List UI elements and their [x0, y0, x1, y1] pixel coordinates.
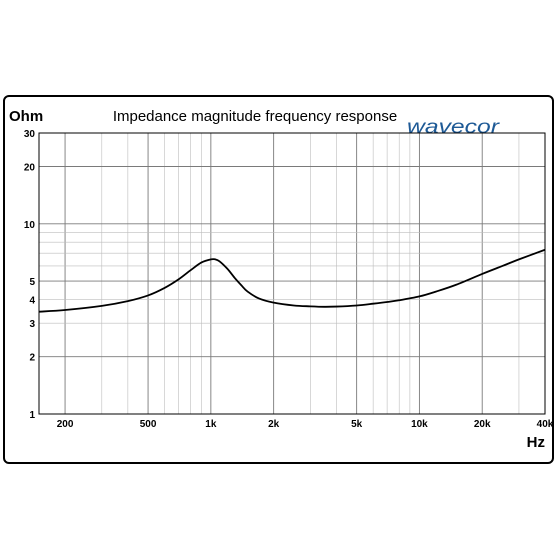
impedance-chart: Ohm Impedance magnitude frequency respon… — [9, 108, 552, 451]
y-tick-label: 10 — [24, 220, 36, 231]
x-tick-label: 200 — [57, 419, 74, 430]
y-tick-label: 30 — [24, 129, 36, 140]
impedance-series-line — [38, 248, 546, 313]
y-tick-labels: 1 2 3 4 5 10 20 30 — [24, 129, 36, 421]
x-tick-label: 20k — [474, 419, 491, 430]
y-axis-unit: Ohm — [9, 108, 43, 125]
y-tick-label: 2 — [29, 353, 35, 364]
series-group — [38, 248, 546, 313]
y-tick-label: 20 — [24, 163, 36, 174]
wavecor-logo: wavecor — [407, 117, 500, 138]
x-tick-label: 2k — [268, 419, 280, 430]
x-tick-label: 40k — [537, 419, 552, 430]
grid-lines — [39, 133, 545, 414]
plot-area-border — [38, 132, 546, 415]
y-tick-label: 3 — [29, 319, 35, 330]
x-tick-labels: 200 500 1k 2k 5k 10k 20k 40k — [57, 419, 552, 430]
chart-title: Impedance magnitude frequency response — [113, 108, 397, 125]
x-axis-unit: Hz — [527, 434, 545, 451]
x-tick-label: 5k — [351, 419, 363, 430]
chart-frame: Ohm Impedance magnitude frequency respon… — [3, 95, 554, 464]
x-tick-label: 1k — [205, 419, 217, 430]
x-tick-label: 10k — [411, 419, 428, 430]
y-tick-label: 5 — [29, 277, 35, 288]
y-tick-label: 1 — [29, 410, 35, 421]
x-tick-label: 500 — [140, 419, 157, 430]
y-tick-label: 4 — [29, 295, 35, 306]
